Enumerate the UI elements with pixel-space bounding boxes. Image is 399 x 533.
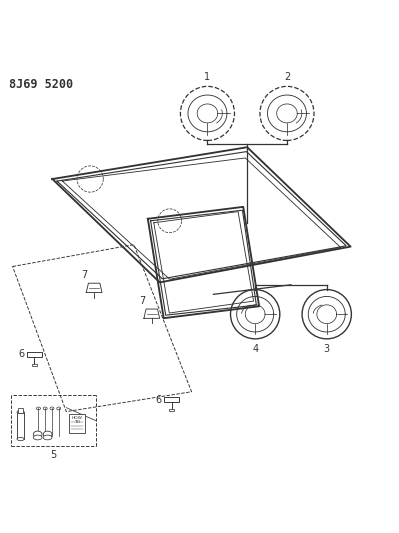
Text: 8J69 5200: 8J69 5200	[9, 78, 73, 91]
Ellipse shape	[33, 435, 42, 440]
Text: 2: 2	[284, 72, 290, 83]
FancyBboxPatch shape	[69, 415, 85, 433]
Ellipse shape	[50, 407, 54, 410]
Text: 3: 3	[324, 344, 330, 353]
Polygon shape	[86, 283, 102, 293]
FancyBboxPatch shape	[27, 352, 42, 357]
Text: HOW: HOW	[71, 416, 83, 420]
Ellipse shape	[43, 407, 47, 410]
Ellipse shape	[17, 438, 24, 441]
Text: 6: 6	[18, 349, 25, 359]
Text: TO: TO	[74, 420, 80, 424]
Text: 4: 4	[252, 344, 258, 353]
Polygon shape	[144, 309, 160, 318]
FancyBboxPatch shape	[18, 408, 23, 413]
Ellipse shape	[33, 431, 42, 438]
FancyBboxPatch shape	[17, 412, 24, 439]
Text: 1: 1	[204, 72, 211, 83]
FancyBboxPatch shape	[32, 364, 37, 366]
Text: 7: 7	[139, 296, 145, 306]
Text: 5: 5	[50, 450, 57, 460]
Ellipse shape	[17, 410, 24, 414]
Ellipse shape	[43, 435, 52, 440]
Ellipse shape	[43, 431, 52, 438]
Ellipse shape	[36, 407, 40, 410]
FancyBboxPatch shape	[169, 409, 174, 411]
Ellipse shape	[57, 407, 61, 410]
Text: 7: 7	[81, 270, 87, 280]
Text: 6: 6	[156, 395, 162, 405]
FancyBboxPatch shape	[164, 397, 179, 402]
